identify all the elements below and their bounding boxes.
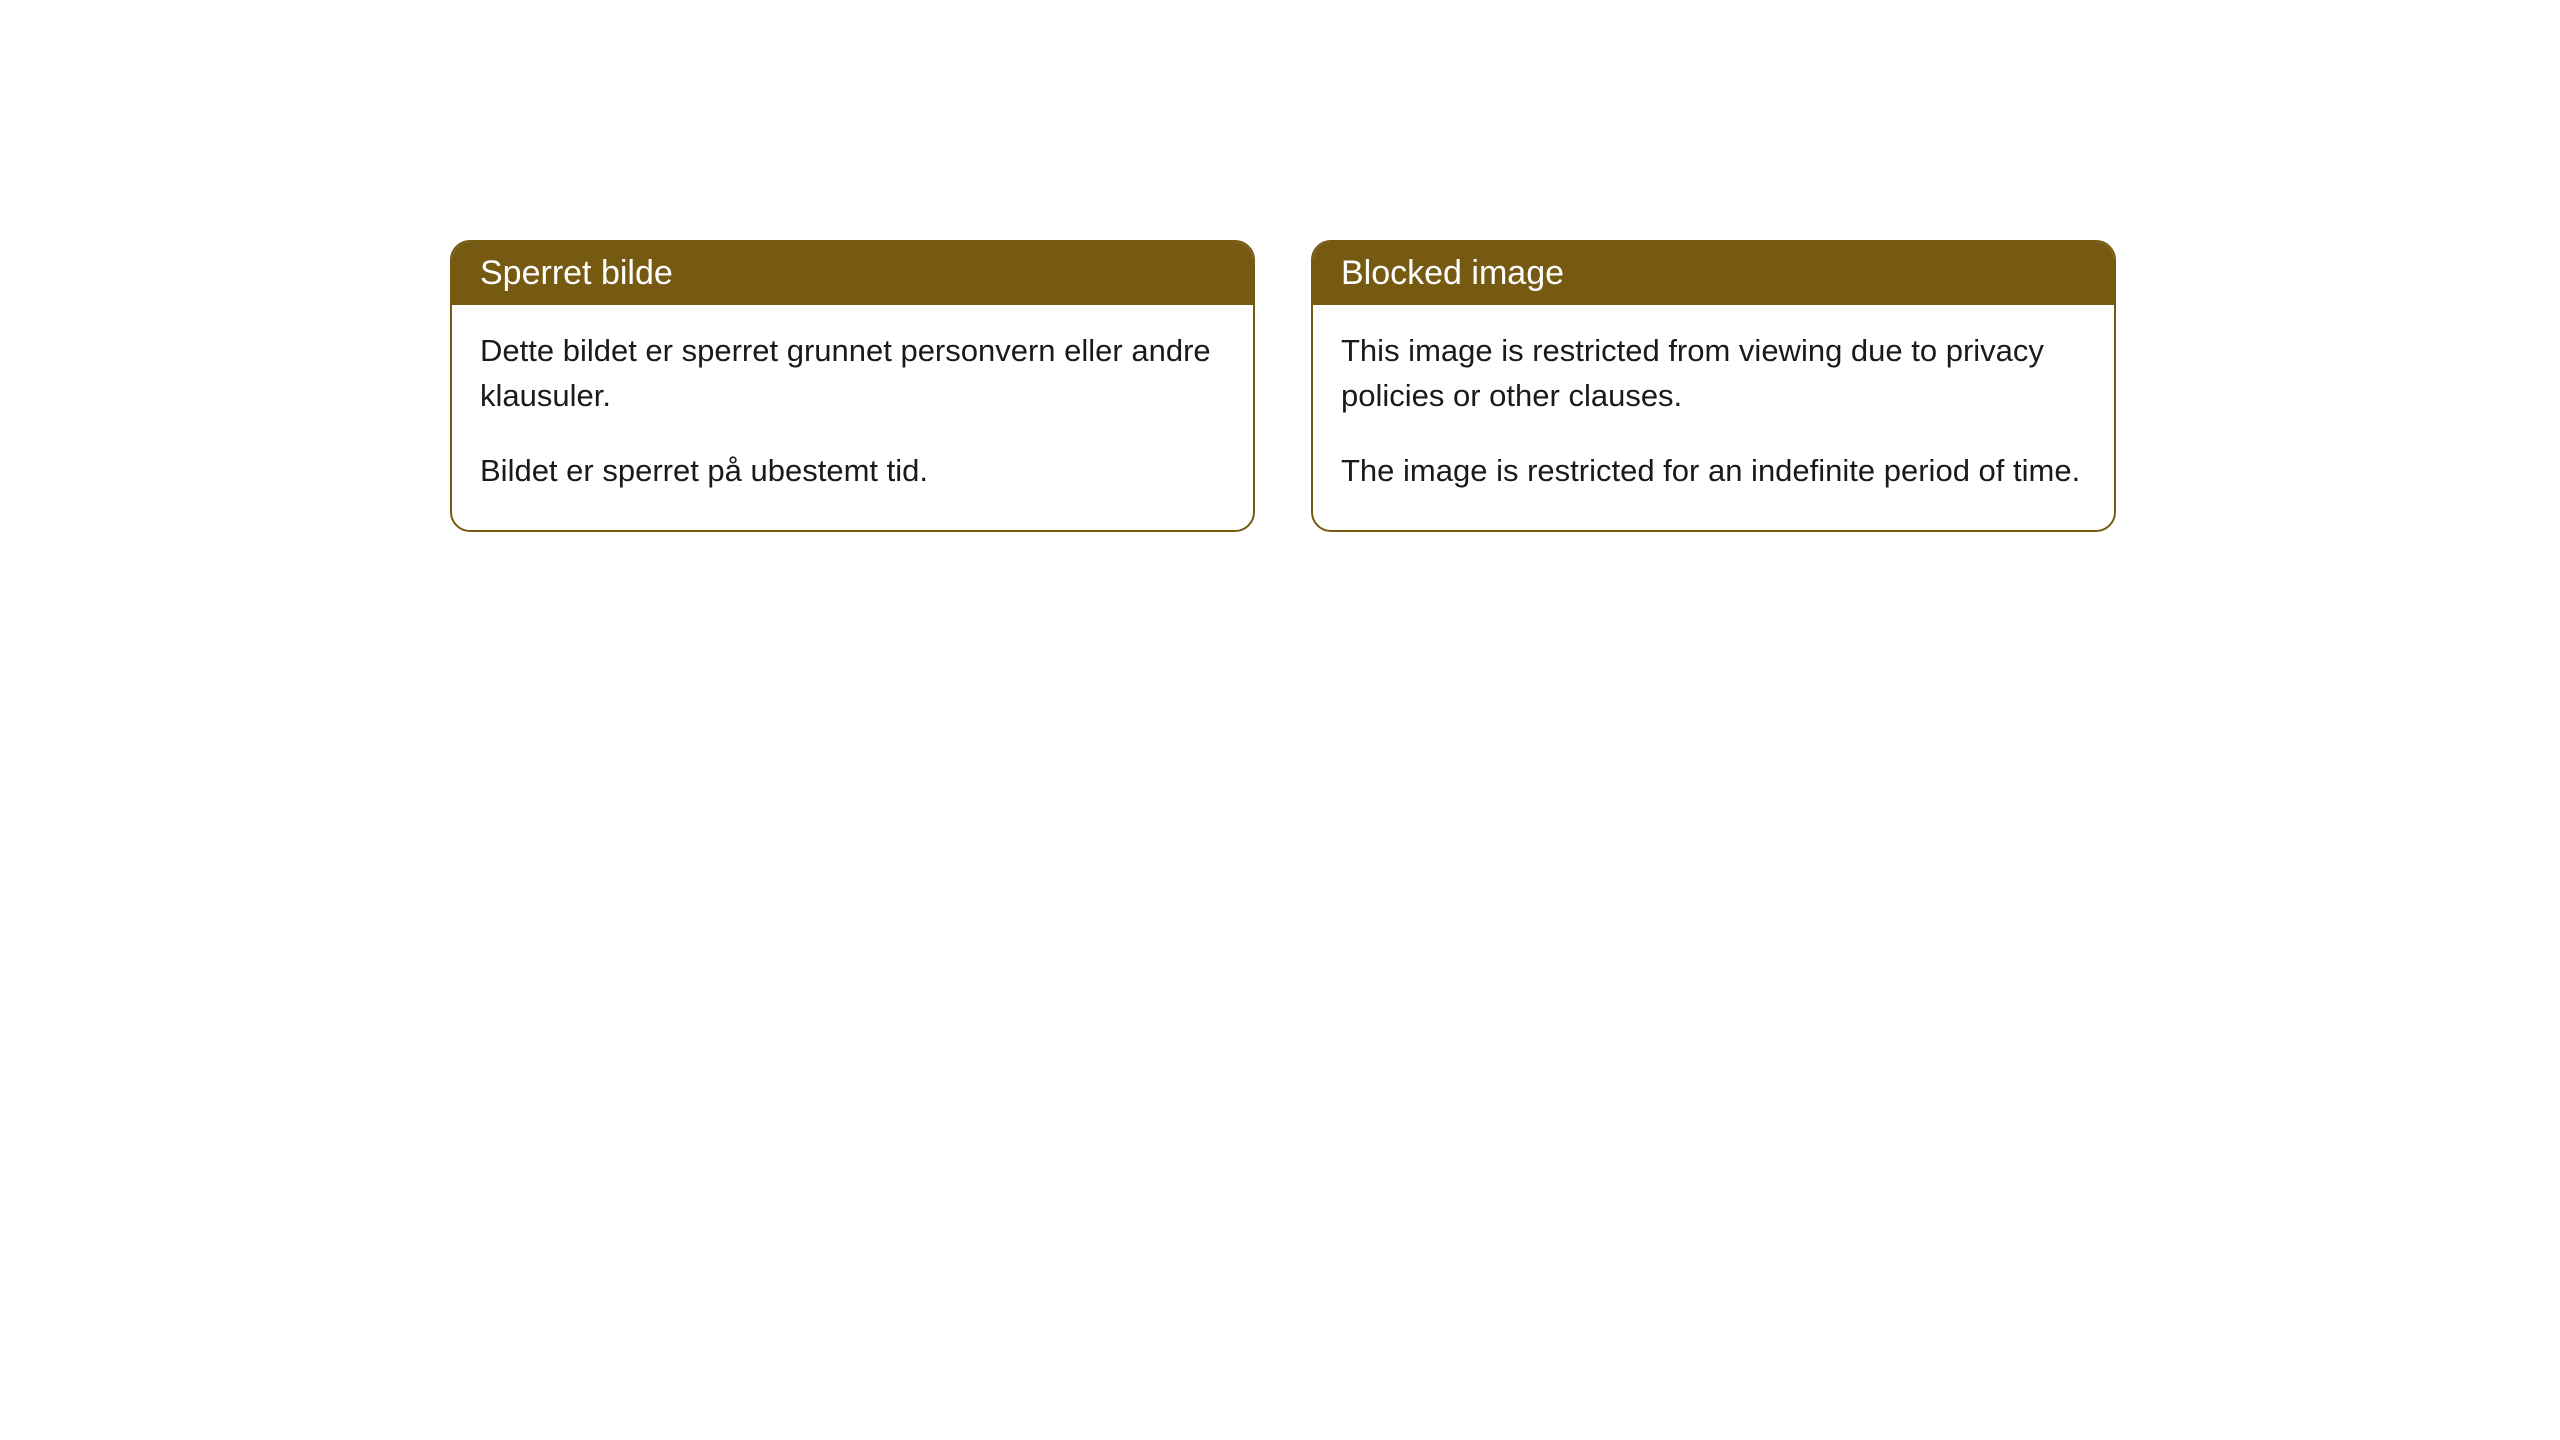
panel-body-no: Dette bildet er sperret grunnet personve… bbox=[452, 305, 1253, 530]
panel-text-en-2: The image is restricted for an indefinit… bbox=[1341, 449, 2086, 494]
blocked-image-panel-en: Blocked image This image is restricted f… bbox=[1311, 240, 2116, 532]
panel-body-en: This image is restricted from viewing du… bbox=[1313, 305, 2114, 530]
panel-text-no-1: Dette bildet er sperret grunnet personve… bbox=[480, 329, 1225, 419]
blocked-image-panel-no: Sperret bilde Dette bildet er sperret gr… bbox=[450, 240, 1255, 532]
panel-text-en-1: This image is restricted from viewing du… bbox=[1341, 329, 2086, 419]
panel-text-no-2: Bildet er sperret på ubestemt tid. bbox=[480, 449, 1225, 494]
panel-title-no: Sperret bilde bbox=[452, 242, 1253, 305]
panel-title-en: Blocked image bbox=[1313, 242, 2114, 305]
panels-container: Sperret bilde Dette bildet er sperret gr… bbox=[450, 240, 2116, 532]
